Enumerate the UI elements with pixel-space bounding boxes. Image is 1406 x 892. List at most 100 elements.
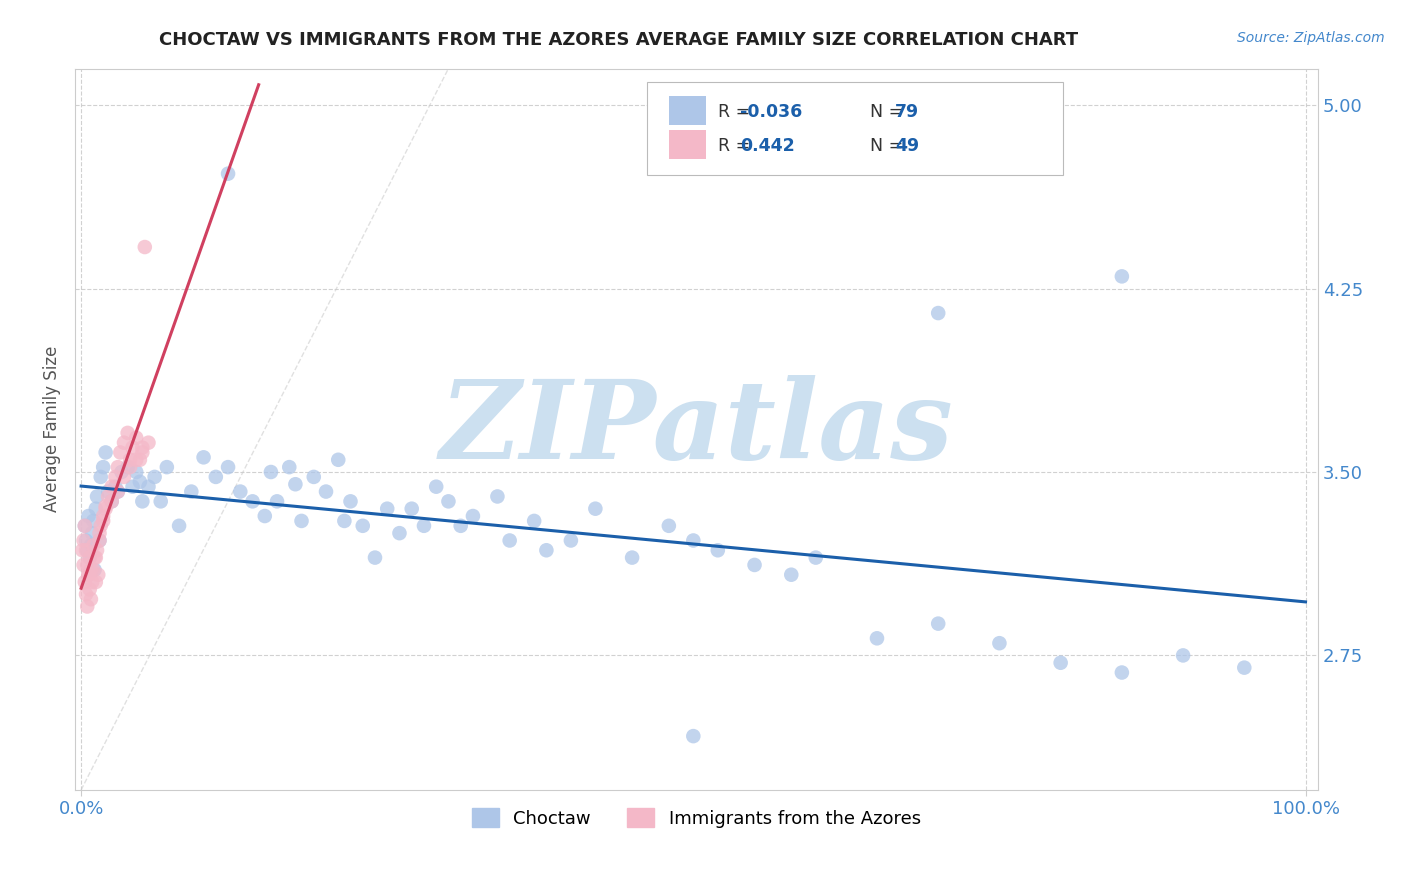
- Point: [284, 477, 307, 491]
- Point: [100, 494, 122, 508]
- Point: [97, 484, 120, 499]
- Point: [82, 575, 104, 590]
- FancyBboxPatch shape: [647, 82, 1063, 175]
- FancyBboxPatch shape: [669, 96, 706, 125]
- Point: [91, 514, 114, 528]
- Point: [621, 550, 644, 565]
- Point: [315, 484, 337, 499]
- Point: [131, 445, 153, 459]
- Point: [75, 587, 97, 601]
- Point: [91, 509, 114, 524]
- Point: [129, 452, 152, 467]
- Point: [129, 475, 152, 489]
- Point: [90, 518, 112, 533]
- Point: [927, 616, 949, 631]
- Point: [388, 526, 411, 541]
- Point: [266, 494, 288, 508]
- Point: [339, 494, 361, 508]
- Point: [76, 599, 98, 614]
- Point: [461, 509, 484, 524]
- Point: [89, 526, 111, 541]
- Point: [401, 501, 423, 516]
- Point: [450, 518, 472, 533]
- Text: 79: 79: [896, 103, 920, 120]
- Point: [120, 460, 142, 475]
- Point: [302, 470, 325, 484]
- Point: [583, 501, 606, 516]
- Point: [94, 445, 117, 459]
- Text: CHOCTAW VS IMMIGRANTS FROM THE AZORES AVERAGE FAMILY SIZE CORRELATION CHART: CHOCTAW VS IMMIGRANTS FROM THE AZORES AV…: [159, 31, 1078, 49]
- Point: [204, 470, 226, 484]
- Point: [79, 550, 101, 565]
- Text: R =: R =: [717, 136, 755, 154]
- Point: [77, 567, 100, 582]
- Point: [927, 306, 949, 320]
- Point: [560, 533, 582, 548]
- Point: [82, 563, 104, 577]
- Point: [80, 563, 103, 577]
- Point: [658, 518, 681, 533]
- Point: [73, 518, 96, 533]
- Point: [149, 494, 172, 508]
- Point: [682, 729, 704, 743]
- Text: 49: 49: [896, 136, 920, 154]
- Point: [988, 636, 1011, 650]
- Point: [328, 452, 350, 467]
- Point: [744, 558, 766, 572]
- Point: [352, 518, 374, 533]
- Point: [804, 550, 827, 565]
- Point: [104, 480, 127, 494]
- Point: [77, 567, 100, 582]
- Point: [110, 445, 132, 459]
- Text: N =: N =: [870, 103, 910, 120]
- Point: [87, 567, 110, 582]
- Point: [72, 558, 94, 572]
- Point: [138, 480, 160, 494]
- Point: [425, 480, 447, 494]
- Point: [100, 480, 122, 494]
- Point: [84, 550, 107, 565]
- Text: N =: N =: [870, 136, 910, 154]
- Point: [83, 550, 105, 565]
- Point: [86, 490, 108, 504]
- Point: [86, 543, 108, 558]
- Point: [229, 484, 252, 499]
- Point: [131, 494, 153, 508]
- Point: [167, 518, 190, 533]
- Point: [72, 543, 94, 558]
- Point: [125, 465, 148, 479]
- Point: [84, 501, 107, 516]
- Point: [73, 518, 96, 533]
- Point: [866, 632, 889, 646]
- Point: [84, 575, 107, 590]
- Point: [112, 435, 135, 450]
- Point: [437, 494, 460, 508]
- Point: [253, 509, 276, 524]
- Point: [72, 533, 94, 548]
- Point: [73, 575, 96, 590]
- Point: [1049, 656, 1071, 670]
- Point: [498, 533, 520, 548]
- Point: [94, 500, 117, 514]
- Point: [134, 240, 156, 254]
- Point: [138, 435, 160, 450]
- Point: [536, 543, 558, 558]
- Point: [523, 514, 546, 528]
- Point: [75, 543, 97, 558]
- Point: [143, 470, 166, 484]
- Point: [333, 514, 356, 528]
- Point: [121, 480, 143, 494]
- Point: [100, 494, 122, 508]
- Point: [1111, 665, 1133, 680]
- Point: [125, 431, 148, 445]
- Point: [290, 514, 312, 528]
- Point: [1233, 660, 1256, 674]
- Point: [682, 533, 704, 548]
- Point: [82, 526, 104, 541]
- Text: R =: R =: [717, 103, 755, 120]
- Point: [76, 543, 98, 558]
- Y-axis label: Average Family Size: Average Family Size: [44, 346, 60, 512]
- Point: [75, 533, 97, 548]
- Point: [104, 470, 127, 484]
- Point: [242, 494, 264, 508]
